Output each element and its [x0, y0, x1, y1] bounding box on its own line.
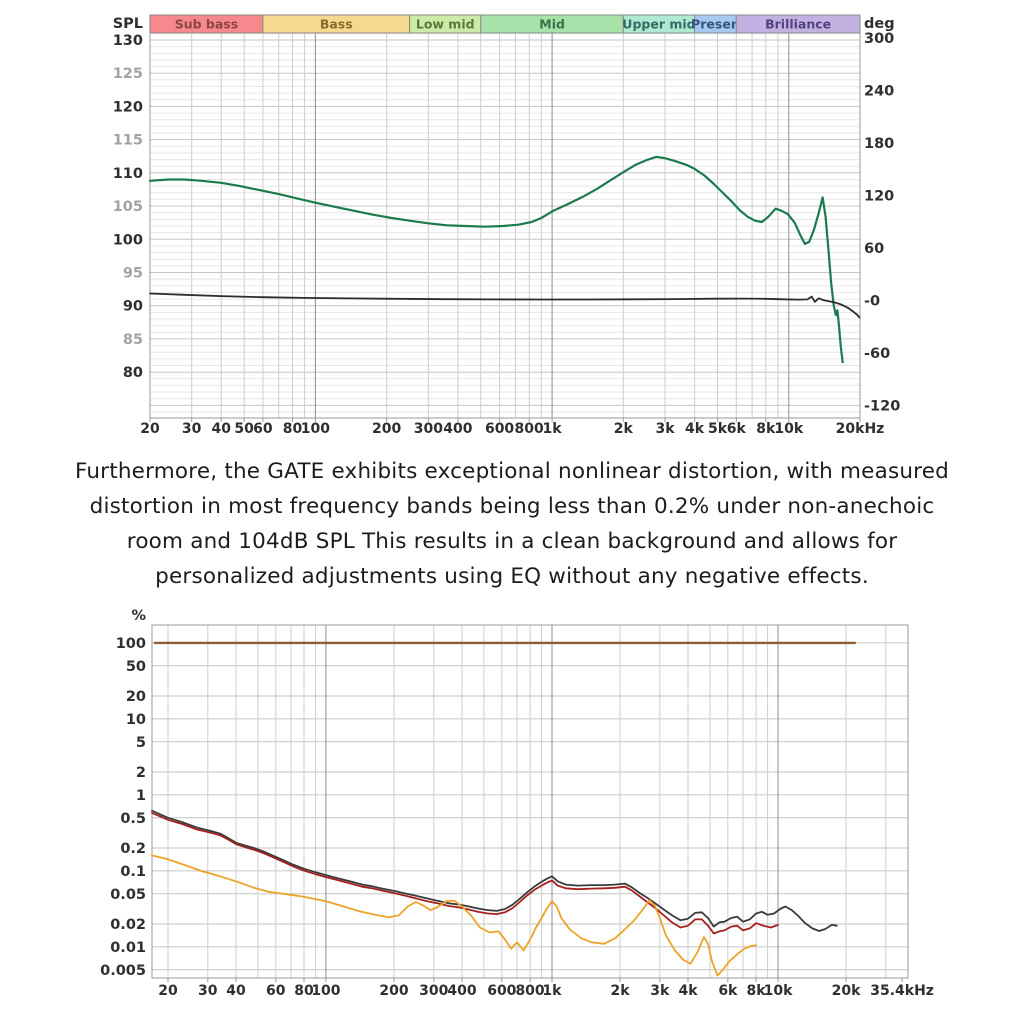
left-tick-label: 1: [136, 788, 146, 804]
right-tick-label: 300: [864, 31, 894, 47]
x-tick-label: 200: [372, 421, 401, 437]
left-tick-label: 100: [116, 636, 146, 652]
x-tick-label: 10k: [774, 421, 803, 437]
left-tick-label: 85: [123, 332, 143, 348]
left-tick-label: 10: [126, 712, 146, 728]
left-tick-label: 105: [113, 199, 143, 215]
x-tick-label: 20k: [832, 983, 861, 999]
left-tick-label: 95: [123, 266, 143, 282]
left-tick-label: 125: [113, 66, 143, 82]
x-tick-label: 800: [515, 983, 544, 999]
x-tick-label: 20kHz: [836, 421, 885, 437]
band-label-low-mid: Low mid: [416, 17, 475, 32]
x-tick-label: 30: [182, 421, 202, 437]
right-tick-label: 120: [864, 188, 894, 204]
left-axis-title: SPL: [113, 16, 143, 32]
x-tick-label: 6k: [727, 421, 747, 437]
left-tick-label: 115: [113, 133, 143, 149]
x-tick-label: 4k: [679, 983, 699, 999]
description-text: Furthermore, the GATE exhibits exception…: [0, 454, 1024, 594]
x-tick-label: 4k: [685, 421, 705, 437]
left-tick-label: 2: [136, 765, 146, 781]
x-tick-label: 20: [140, 421, 160, 437]
band-brilliance: [735, 14, 861, 34]
left-tick-label: 50: [126, 659, 146, 675]
x-tick-label: 600: [487, 983, 516, 999]
x-tick-label: 2k: [614, 421, 634, 437]
x-tick-label: 60: [253, 421, 273, 437]
x-tick-label: 400: [447, 983, 476, 999]
x-tick-label: 100: [311, 983, 340, 999]
paragraph-line-1: Furthermore, the GATE exhibits exception…: [74, 459, 950, 484]
x-tick-label: 1k: [542, 983, 562, 999]
paragraph-line-2: distortion in most frequency bands being…: [89, 494, 935, 519]
right-tick-label: -120: [864, 398, 900, 414]
x-tick-label: 1k: [543, 421, 563, 437]
band-label-upper-mid: Upper mid: [622, 17, 695, 32]
band-label-bass: Bass: [320, 17, 353, 32]
paragraph-line-3: room and 104dB SPL This results in a cle…: [126, 529, 898, 554]
x-tick-label: 10k: [764, 983, 793, 999]
left-tick-label: 0.02: [110, 917, 146, 933]
x-tick-label: 40: [212, 421, 232, 437]
left-tick-label: 0.5: [120, 811, 146, 827]
x-tick-label: 100: [301, 421, 330, 437]
series-distortion-dark: [151, 809, 838, 932]
x-tick-label: 20: [158, 983, 178, 999]
x-tick-label: 80: [283, 421, 303, 437]
left-tick-label: 120: [113, 99, 143, 115]
x-tick-label: 35.4kHz: [870, 983, 934, 999]
series-distortion-red: [151, 812, 779, 935]
x-tick-label: 800: [515, 421, 544, 437]
left-tick-label: 0.1: [120, 864, 146, 880]
left-tick-label: 90: [123, 299, 143, 315]
paragraph-line-4: personalized adjustments using EQ withou…: [155, 564, 869, 589]
x-tick-label: 3k: [655, 421, 675, 437]
left-tick-label: 0.2: [120, 841, 146, 857]
right-tick-label: 240: [864, 83, 894, 99]
left-tick-label: 130: [113, 33, 143, 49]
left-tick-label: 20: [126, 689, 146, 705]
x-tick-label: 50: [234, 421, 254, 437]
band-label-brilliance: Brilliance: [765, 17, 831, 32]
distortion-chart: 100 50 20 10 5 2 1 0.5 0.2 0.1 0.05 0.02 0.01 0.005% 2…: [100, 608, 934, 999]
series-spl-response-green: [148, 155, 844, 364]
left-tick-label: 5: [136, 735, 146, 751]
left-tick-label: 0.05: [110, 887, 146, 903]
x-tick-label: 5k: [708, 421, 728, 437]
x-tick-label: 8k: [747, 983, 767, 999]
band-label-sub-bass: Sub bass: [175, 17, 238, 32]
x-tick-label: 40: [226, 983, 246, 999]
left-tick-label: 110: [113, 166, 143, 182]
band-label-presen: Presen: [691, 17, 740, 32]
left-axis-title: %: [131, 608, 146, 624]
x-tick-label: 30: [198, 983, 218, 999]
x-tick-label: 400: [443, 421, 472, 437]
x-tick-label: 60: [266, 983, 286, 999]
right-tick-label: -0: [864, 293, 880, 309]
x-tick-label: 2k: [610, 983, 630, 999]
series-distortion-orange: [151, 854, 757, 977]
right-tick-label: 60: [864, 241, 884, 257]
left-tick-label: 0.01: [110, 940, 146, 956]
right-tick-label: 180: [864, 136, 894, 152]
x-tick-label: 3k: [650, 983, 670, 999]
right-tick-label: -60: [864, 346, 890, 362]
right-axis-title: deg: [864, 16, 895, 32]
series-phase-dark: [149, 292, 861, 319]
x-tick-label: 8k: [756, 421, 776, 437]
x-tick-label: 200: [379, 983, 408, 999]
x-tick-label: 600: [485, 421, 514, 437]
left-tick-label: 0.005: [100, 963, 146, 979]
x-tick-label: 300: [414, 421, 443, 437]
x-tick-label: 300: [419, 983, 448, 999]
band-label-mid: Mid: [539, 17, 565, 32]
left-tick-label: 100: [113, 232, 143, 248]
x-tick-label: 80: [294, 983, 314, 999]
x-tick-label: 6k: [718, 983, 738, 999]
left-tick-label: 80: [123, 365, 143, 381]
